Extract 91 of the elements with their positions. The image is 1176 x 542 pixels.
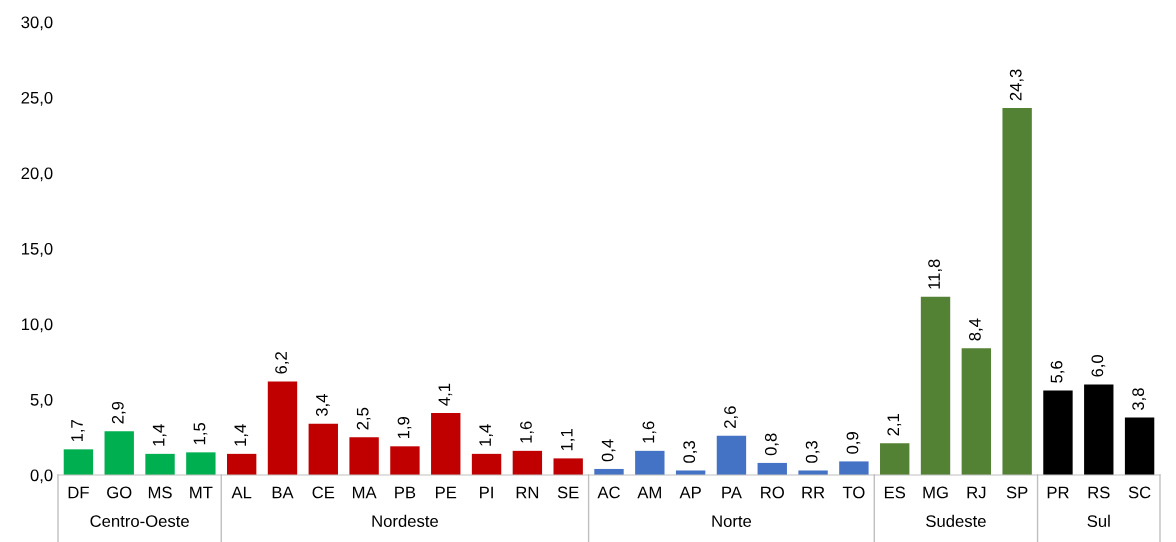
- data-label: 1,6: [642, 421, 657, 443]
- data-label: 1,4: [479, 424, 493, 446]
- x-tick-label: DF: [68, 486, 89, 499]
- x-tick-label: SC: [1128, 486, 1151, 499]
- y-tick-label: 20,0: [21, 167, 53, 182]
- data-label: 5,6: [1050, 361, 1065, 383]
- data-label: 0,3: [683, 441, 698, 463]
- x-tick-label: MT: [190, 486, 213, 499]
- x-tick-label: PE: [435, 486, 457, 499]
- x-tick-label: PR: [1047, 486, 1069, 499]
- data-label: 3,4: [315, 394, 330, 417]
- x-tick-label: PI: [480, 486, 493, 499]
- data-label: 11,8: [928, 259, 942, 289]
- bar: [63, 449, 94, 475]
- bar: [1002, 108, 1032, 475]
- x-tick-label: BA: [272, 486, 294, 499]
- x-tick-label: GO: [107, 486, 132, 499]
- x-tick-label: CE: [312, 486, 335, 499]
- x-tick-label: AM: [637, 486, 661, 499]
- data-label: 1,5: [193, 422, 208, 445]
- x-tick-label: SP: [1006, 486, 1028, 499]
- data-label: 6,0: [1091, 354, 1106, 377]
- data-label: 0,9: [846, 432, 861, 454]
- x-tick-label: RS: [1088, 486, 1110, 499]
- bar: [839, 461, 869, 475]
- y-tick-label: 0,0: [30, 469, 53, 484]
- data-label: 0,3: [805, 441, 820, 463]
- data-label: 1,6: [520, 421, 534, 443]
- x-tick-label: AP: [679, 486, 701, 499]
- bar: [961, 348, 992, 475]
- data-label: 1,4: [234, 424, 249, 446]
- bar: [512, 450, 543, 475]
- data-label: 2,9: [111, 401, 126, 424]
- x-tick-label: RN: [516, 486, 539, 499]
- x-tick-label: MS: [148, 486, 172, 499]
- x-tick-label: MA: [352, 486, 377, 499]
- text: Norte: [712, 515, 752, 528]
- x-tick-label: RR: [802, 486, 825, 499]
- data-label: 1,9: [397, 416, 412, 439]
- bar: [635, 450, 665, 475]
- data-label: 6,2: [275, 352, 289, 374]
- bar: [186, 452, 216, 475]
- text: Sudeste: [926, 514, 986, 528]
- data-label: 2,1: [887, 413, 902, 436]
- bar: [471, 453, 502, 475]
- x-tick-label: TO: [842, 486, 865, 499]
- bar: [716, 435, 747, 475]
- bar: [431, 413, 461, 475]
- x-tick-label: RO: [761, 486, 784, 499]
- x-tick-label: AC: [597, 486, 620, 499]
- data-label: 3,8: [1132, 388, 1147, 411]
- y-tick-label: 30,0: [21, 16, 53, 31]
- x-tick-label: ES: [884, 486, 906, 499]
- bar: [1124, 417, 1155, 475]
- x-tick-label: MG: [923, 486, 948, 499]
- bar: [104, 431, 134, 475]
- bar: [1084, 384, 1114, 475]
- y-tick-label: 10,0: [21, 318, 53, 333]
- bar: [553, 458, 583, 475]
- data-label: 4,1: [438, 383, 453, 406]
- bar: [349, 437, 379, 475]
- text: Sul: [1087, 514, 1110, 528]
- data-label: 2,6: [724, 406, 738, 428]
- bar: [145, 453, 175, 475]
- x-tick-label: AL: [231, 486, 252, 499]
- data-label: 1,7: [71, 420, 85, 442]
- data-label: 8,4: [969, 318, 983, 341]
- y-tick-label: 15,0: [21, 242, 53, 257]
- data-label: 2,5: [356, 407, 371, 430]
- x-tick-label: RJ: [967, 486, 986, 499]
- bar: [390, 446, 420, 475]
- bar: [267, 381, 298, 475]
- x-tick-label: SE: [557, 486, 579, 499]
- data-label: 1,1: [561, 429, 575, 451]
- bar: [757, 462, 787, 475]
- data-label: 24,3: [1009, 69, 1024, 101]
- text: Nordeste: [372, 514, 438, 528]
- bar: [798, 470, 828, 475]
- bar: [920, 296, 951, 475]
- y-tick-label: 5,0: [30, 393, 53, 408]
- y-tick-label: 25,0: [21, 91, 53, 106]
- x-tick-label: PB: [395, 486, 416, 499]
- bar: [226, 453, 257, 475]
- text: Centro-Oeste: [90, 515, 189, 528]
- bar: [308, 423, 338, 475]
- data-label: 0,8: [764, 433, 779, 456]
- bar: [1043, 390, 1073, 475]
- bar: [880, 443, 910, 475]
- data-label: 0,4: [601, 439, 616, 462]
- data-label: 1,4: [152, 424, 167, 446]
- x-tick-label: PA: [722, 486, 742, 499]
